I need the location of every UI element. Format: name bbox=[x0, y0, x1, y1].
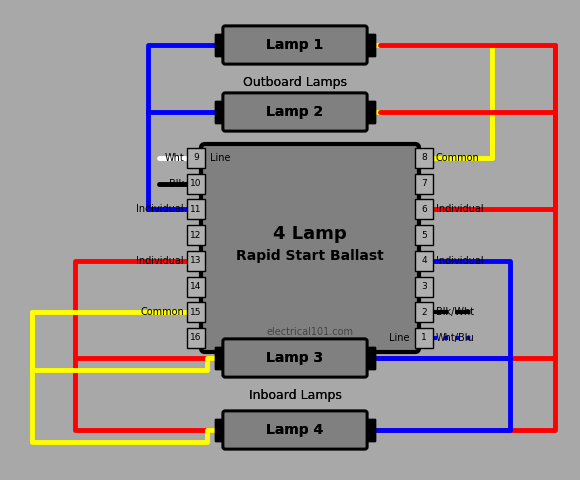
Text: Line: Line bbox=[210, 153, 230, 163]
FancyBboxPatch shape bbox=[223, 339, 367, 377]
Bar bbox=[365, 101, 375, 123]
Bar bbox=[365, 347, 375, 369]
Bar bbox=[187, 148, 205, 168]
Text: 8: 8 bbox=[421, 154, 427, 163]
Text: Lamp 1: Lamp 1 bbox=[266, 38, 324, 52]
Bar bbox=[215, 101, 225, 123]
Text: Lamp 1: Lamp 1 bbox=[266, 38, 324, 52]
Text: 6: 6 bbox=[421, 205, 427, 214]
Bar bbox=[215, 34, 225, 56]
Bar bbox=[415, 302, 433, 322]
FancyBboxPatch shape bbox=[223, 26, 367, 64]
Text: Blk: Blk bbox=[169, 179, 184, 189]
Bar bbox=[365, 101, 375, 123]
Bar bbox=[365, 34, 375, 56]
Text: Common: Common bbox=[140, 307, 184, 317]
Text: 10: 10 bbox=[190, 179, 202, 188]
Text: Inboard Lamps: Inboard Lamps bbox=[249, 389, 342, 402]
Text: Lamp 2: Lamp 2 bbox=[266, 105, 324, 119]
Text: Lamp 3: Lamp 3 bbox=[266, 351, 324, 365]
Text: Individual: Individual bbox=[136, 256, 184, 266]
Bar bbox=[187, 302, 205, 322]
Text: Wht/Blu: Wht/Blu bbox=[436, 333, 475, 343]
Bar bbox=[365, 419, 375, 441]
Text: 16: 16 bbox=[190, 334, 202, 343]
Text: Outboard Lamps: Outboard Lamps bbox=[243, 76, 347, 89]
FancyBboxPatch shape bbox=[223, 339, 367, 377]
FancyBboxPatch shape bbox=[223, 93, 367, 131]
Text: Blk/Wht: Blk/Wht bbox=[436, 307, 474, 317]
Bar bbox=[415, 328, 433, 348]
Text: 7: 7 bbox=[421, 179, 427, 188]
Bar bbox=[415, 276, 433, 297]
Text: 5: 5 bbox=[421, 231, 427, 240]
Text: Individual: Individual bbox=[436, 256, 484, 266]
Text: 4 Lamp: 4 Lamp bbox=[273, 225, 347, 243]
FancyBboxPatch shape bbox=[223, 26, 367, 64]
Bar bbox=[365, 419, 375, 441]
Text: Lamp 4: Lamp 4 bbox=[266, 423, 324, 437]
FancyBboxPatch shape bbox=[223, 93, 367, 131]
Text: Individual: Individual bbox=[136, 204, 184, 215]
Bar bbox=[415, 199, 433, 219]
Text: Outboard Lamps: Outboard Lamps bbox=[243, 76, 347, 89]
Bar bbox=[187, 276, 205, 297]
Bar bbox=[187, 174, 205, 194]
Bar bbox=[215, 101, 225, 123]
Text: 4: 4 bbox=[421, 256, 427, 265]
Bar bbox=[215, 34, 225, 56]
Text: 11: 11 bbox=[190, 205, 202, 214]
Text: 12: 12 bbox=[190, 231, 202, 240]
Text: Lamp 3: Lamp 3 bbox=[266, 351, 324, 365]
Bar bbox=[415, 251, 433, 271]
Bar bbox=[215, 347, 225, 369]
Bar bbox=[187, 328, 205, 348]
Text: Lamp 2: Lamp 2 bbox=[266, 105, 324, 119]
Bar bbox=[187, 251, 205, 271]
Text: 14: 14 bbox=[190, 282, 202, 291]
Text: 1: 1 bbox=[421, 334, 427, 343]
FancyBboxPatch shape bbox=[201, 144, 419, 352]
Text: 3: 3 bbox=[421, 282, 427, 291]
Text: 13: 13 bbox=[190, 256, 202, 265]
Bar bbox=[415, 174, 433, 194]
FancyBboxPatch shape bbox=[223, 411, 367, 449]
Bar bbox=[215, 419, 225, 441]
Text: Wht: Wht bbox=[164, 153, 184, 163]
Text: Common: Common bbox=[436, 153, 480, 163]
Text: Inboard Lamps: Inboard Lamps bbox=[249, 389, 342, 402]
Text: electrical101.com: electrical101.com bbox=[266, 327, 353, 337]
Bar bbox=[187, 199, 205, 219]
Bar bbox=[187, 225, 205, 245]
Bar bbox=[365, 347, 375, 369]
Bar bbox=[415, 225, 433, 245]
Text: Line: Line bbox=[390, 333, 410, 343]
Text: Lamp 4: Lamp 4 bbox=[266, 423, 324, 437]
Text: Rapid Start Ballast: Rapid Start Ballast bbox=[236, 249, 384, 263]
FancyBboxPatch shape bbox=[223, 411, 367, 449]
Bar bbox=[215, 419, 225, 441]
Text: 15: 15 bbox=[190, 308, 202, 317]
Text: 2: 2 bbox=[421, 308, 427, 317]
Text: 9: 9 bbox=[193, 154, 199, 163]
Bar bbox=[365, 34, 375, 56]
Bar bbox=[415, 148, 433, 168]
Bar bbox=[215, 347, 225, 369]
Text: Individual: Individual bbox=[436, 204, 484, 215]
